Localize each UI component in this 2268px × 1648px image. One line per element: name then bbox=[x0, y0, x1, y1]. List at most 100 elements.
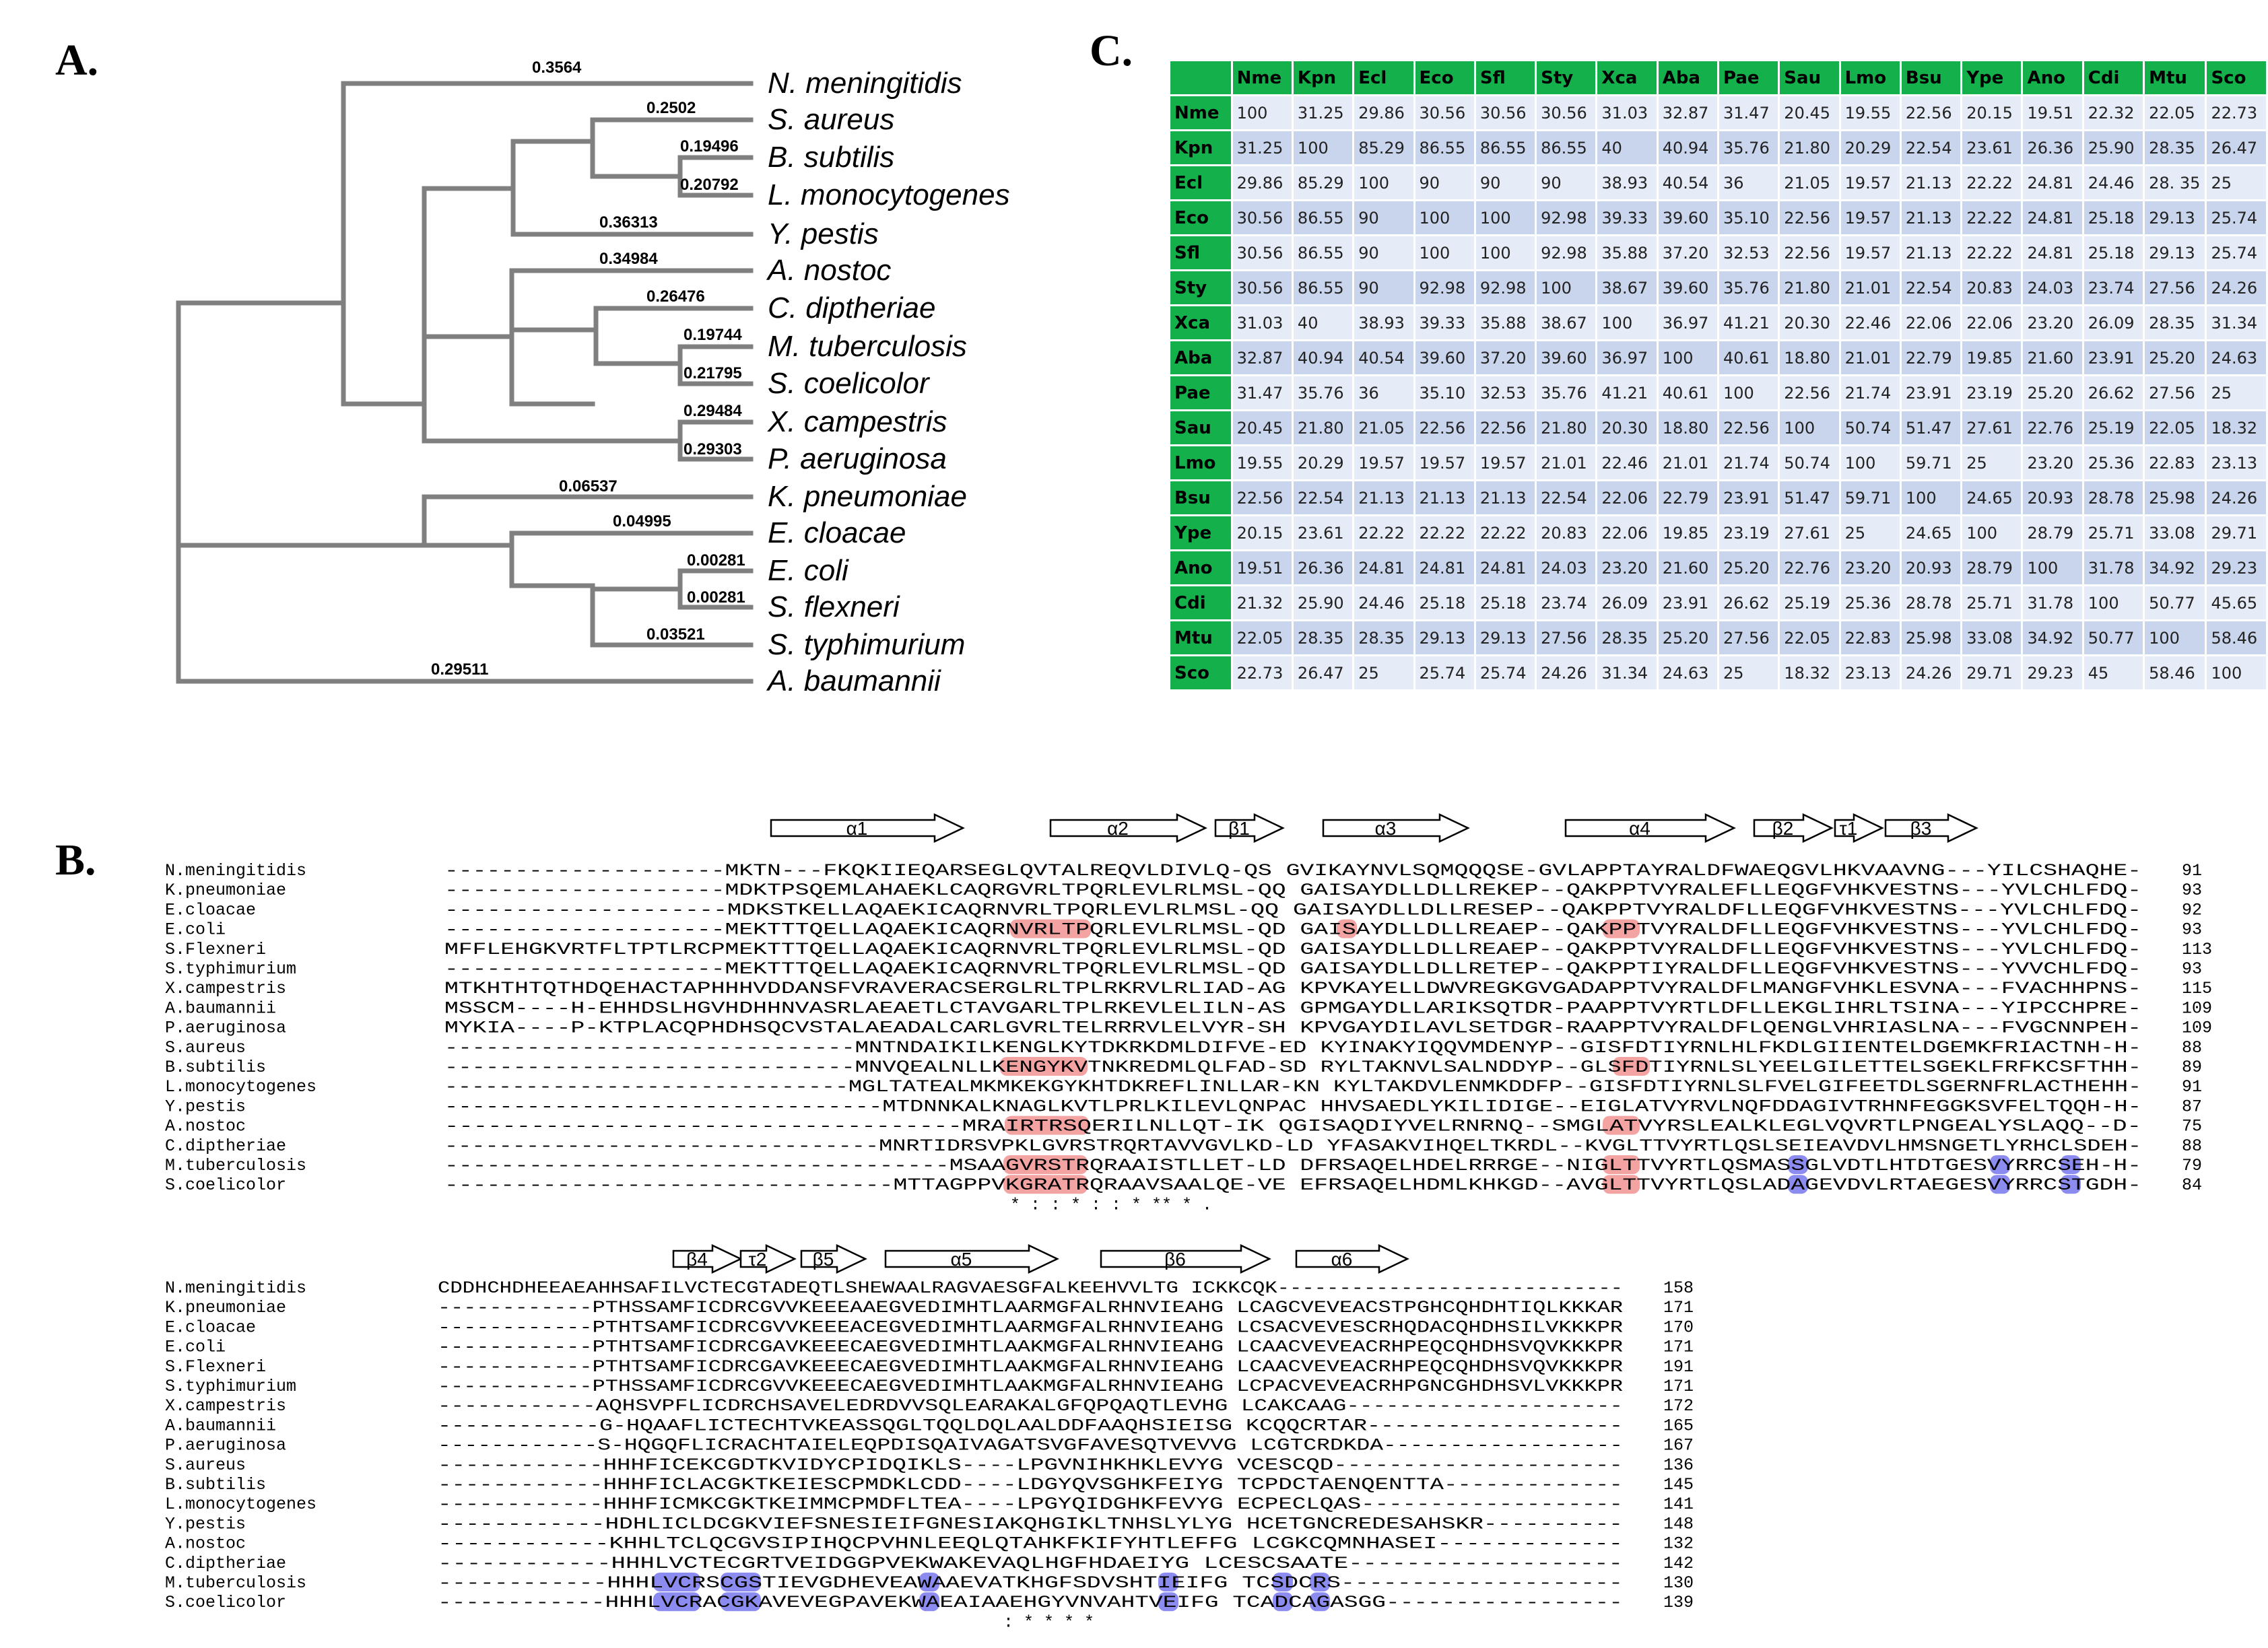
svg-text:α6: α6 bbox=[1331, 1249, 1353, 1270]
species-label: S.typhimurium bbox=[165, 959, 296, 979]
table-cell: 20.15 bbox=[1232, 516, 1292, 549]
sequence-length: 92 bbox=[2182, 900, 2202, 920]
table-cell: 25.74 bbox=[1475, 656, 1535, 689]
table-cell: 29.23 bbox=[2023, 656, 2082, 689]
table-cell: 22.56 bbox=[1780, 201, 1839, 234]
table-cell: 59.71 bbox=[1840, 481, 1900, 514]
sequence-row: ------------PTHTSAMFICDRCGVVKEEEACEGVEDI… bbox=[438, 1317, 1623, 1337]
table-cell: 24.46 bbox=[2083, 166, 2143, 199]
table-row-header: Mtu bbox=[1170, 621, 1231, 654]
conservation-line: * : : * : : * ** * . bbox=[1010, 1195, 1212, 1214]
table-cell: 24.63 bbox=[1658, 656, 1717, 689]
table-cell: 23.91 bbox=[1719, 481, 1778, 514]
sequence-row: --------------------MEKTTTQELLAQAEKICAQR… bbox=[444, 920, 2141, 940]
table-cell: 22.05 bbox=[2145, 96, 2205, 129]
table-cell: 35.76 bbox=[1537, 376, 1596, 409]
table-cell: 35.10 bbox=[1415, 376, 1474, 409]
table-row: Eco 30.56 86.55 90 100 100 92.98 39.33 39.60 35.1… bbox=[1170, 201, 2266, 234]
table-cell: 21.01 bbox=[1840, 271, 1900, 304]
table-cell: 22.22 bbox=[1962, 166, 2022, 199]
table-cell: 25 bbox=[1719, 656, 1778, 689]
residue-highlight bbox=[2061, 1175, 2081, 1194]
table-cell: 22.56 bbox=[1780, 236, 1839, 269]
table-cell: 21.13 bbox=[1901, 236, 1961, 269]
table-cell: 25.71 bbox=[2083, 516, 2143, 549]
table-row: Sfl 30.56 86.55 90 100 100 92.98 35.88 37.20 32.5… bbox=[1170, 236, 2266, 269]
secondary-structure-arrow: α6 bbox=[1295, 1244, 1409, 1274]
table-cell: 40.61 bbox=[1719, 341, 1778, 374]
species-label: M.tuberculosis bbox=[165, 1573, 306, 1593]
table-cell: 22.06 bbox=[1597, 516, 1657, 549]
table-cell: 29.23 bbox=[2207, 551, 2266, 584]
table-row-header: Pae bbox=[1170, 376, 1231, 409]
tree-taxon-label: S. coelicolor bbox=[768, 367, 931, 400]
table-cell: 22.54 bbox=[1293, 481, 1353, 514]
table-column-header: Ano bbox=[2023, 61, 2082, 94]
residue-highlight bbox=[1990, 1175, 2010, 1194]
table-cell: 22.22 bbox=[1962, 236, 2022, 269]
table-cell: 26.47 bbox=[1293, 656, 1353, 689]
table-cell: 20.93 bbox=[2023, 481, 2082, 514]
table-cell: 22.73 bbox=[1232, 656, 1292, 689]
species-label: B.subtilis bbox=[165, 1058, 266, 1077]
table-cell: 19.55 bbox=[1840, 96, 1900, 129]
table-cell: 30.56 bbox=[1537, 96, 1596, 129]
table-cell: 25 bbox=[1840, 516, 1900, 549]
table-cell: 24.81 bbox=[1475, 551, 1535, 584]
table-cell: 92.98 bbox=[1475, 271, 1535, 304]
species-label: S.aureus bbox=[165, 1038, 246, 1058]
table-cell: 19.57 bbox=[1354, 446, 1413, 479]
table-cell: 28. 35 bbox=[2145, 166, 2205, 199]
table-cell: 25.98 bbox=[1901, 621, 1961, 654]
table-cell: 18.80 bbox=[1658, 411, 1717, 444]
sequence-row: ------------KHHLTCLQCGVSIPIHQCPVHNLEEQLQ… bbox=[438, 1534, 1623, 1554]
table-cell: 23.13 bbox=[2207, 446, 2266, 479]
table-cell: 25.74 bbox=[2207, 201, 2266, 234]
table-cell: 23.74 bbox=[1537, 586, 1596, 619]
table-cell: 40.94 bbox=[1293, 341, 1353, 374]
sequence-row: ------------HHHLVCRSCGSTIEVGDHEVEAWAAEVA… bbox=[438, 1573, 1623, 1593]
table-cell: 35.10 bbox=[1719, 201, 1778, 234]
table-column-header: Mtu bbox=[2145, 61, 2205, 94]
table-cell: 37.20 bbox=[1475, 341, 1535, 374]
table-cell: 24.81 bbox=[1354, 551, 1413, 584]
panel-label-a: A. bbox=[55, 36, 99, 85]
species-label: P.aeruginosa bbox=[165, 1019, 286, 1038]
table-cell: 20.30 bbox=[1780, 306, 1839, 339]
table-cell: 29.13 bbox=[1475, 621, 1535, 654]
tree-taxon-label: K. pneumoniae bbox=[768, 480, 967, 513]
table-cell: 26.09 bbox=[1597, 586, 1657, 619]
table-cell: 40.94 bbox=[1658, 131, 1717, 164]
table-cell: 51.47 bbox=[1901, 411, 1961, 444]
table-cell: 22.54 bbox=[1901, 271, 1961, 304]
table-cell: 21.13 bbox=[1901, 166, 1961, 199]
table-cell: 21.80 bbox=[1780, 271, 1839, 304]
table-cell: 22.06 bbox=[1962, 306, 2022, 339]
branch-length-label: 0.29303 bbox=[683, 440, 742, 458]
residue-highlight bbox=[919, 1573, 939, 1591]
table-cell: 19.51 bbox=[1232, 551, 1292, 584]
table-row-header: Eco bbox=[1170, 201, 1231, 234]
sequence-row: ------------HDHLICLDCGKVIEFSNESIEIFGNESI… bbox=[438, 1514, 1623, 1534]
table-row-header: Sfl bbox=[1170, 236, 1231, 269]
table-column-header: Ecl bbox=[1354, 61, 1413, 94]
table-cell: 90 bbox=[1475, 166, 1535, 199]
table-cell: 31.03 bbox=[1597, 96, 1657, 129]
residue-highlight bbox=[721, 1592, 761, 1612]
table-cell: 22.05 bbox=[1232, 621, 1292, 654]
svg-text:β6: β6 bbox=[1164, 1249, 1186, 1270]
species-label: X.campestris bbox=[165, 1396, 286, 1416]
branch-length-label: 0.36313 bbox=[599, 213, 658, 232]
table-cell: 19.51 bbox=[2023, 96, 2082, 129]
table-cell: 100 bbox=[1780, 411, 1839, 444]
table-column-header: Xca bbox=[1597, 61, 1657, 94]
sequence-row: --------------------------------MTDNNKAL… bbox=[444, 1097, 2141, 1116]
table-cell: 21.13 bbox=[1415, 481, 1474, 514]
table-row: Sco 22.73 26.47 25 25.74 25.74 24.26 31.34 24.63… bbox=[1170, 656, 2266, 689]
table-column-header: Bsu bbox=[1901, 61, 1961, 94]
table-row: Ype 20.15 23.61 22.22 22.22 22.22 20.83 22.06 19… bbox=[1170, 516, 2266, 549]
secondary-structure-arrow: β6 bbox=[1100, 1244, 1271, 1274]
sequence-length: 88 bbox=[2182, 1136, 2202, 1156]
table-cell: 21.60 bbox=[2023, 341, 2082, 374]
table-cell: 100 bbox=[1475, 236, 1535, 269]
